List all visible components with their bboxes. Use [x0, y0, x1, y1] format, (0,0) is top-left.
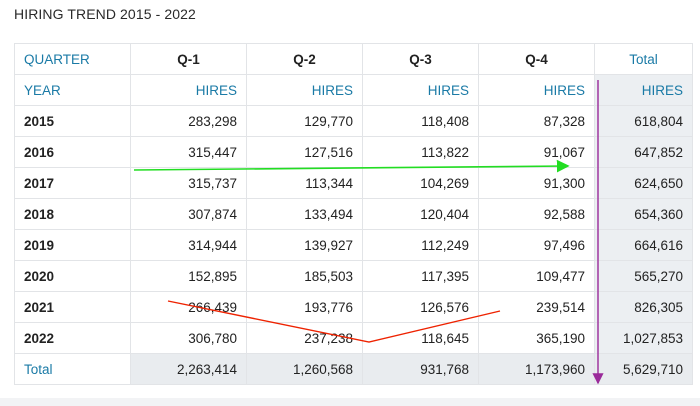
grand-total-row: Total 2,263,414 1,260,568 931,768 1,173,… — [14, 353, 693, 385]
year-cell: 2017 — [14, 167, 131, 199]
table-title: HIRING TREND 2015 - 2022 — [14, 6, 196, 22]
hires-cell-q3: 120,404 — [362, 198, 479, 230]
hires-cell-q4: 365,190 — [478, 322, 595, 354]
grand-total-label: Total — [14, 353, 131, 385]
table-row: 2020 152,895 185,503 117,395 109,477 565,270 — [14, 260, 693, 292]
year-cell: 2022 — [14, 322, 131, 354]
hires-header-total: HIRES — [594, 74, 693, 106]
total-cell-q2: 1,260,568 — [246, 353, 363, 385]
year-cell: 2016 — [14, 136, 131, 168]
hires-cell-total: 654,360 — [594, 198, 693, 230]
measure-header-row: YEAR HIRES HIRES HIRES HIRES HIRES — [14, 74, 693, 106]
hires-cell-q4: 92,588 — [478, 198, 595, 230]
hires-cell-q2: 127,516 — [246, 136, 363, 168]
total-cell-grand: 5,629,710 — [594, 353, 693, 385]
table-row: 2018 307,874 133,494 120,404 92,588 654,360 — [14, 198, 693, 230]
quarter-header-row: QUARTER Q-1 Q-2 Q-3 Q-4 Total — [14, 43, 693, 75]
table-row: 2016 315,447 127,516 113,822 91,067 647,852 — [14, 136, 693, 168]
hires-cell-q2: 133,494 — [246, 198, 363, 230]
year-cell: 2021 — [14, 291, 131, 323]
hires-cell-q4: 109,477 — [478, 260, 595, 292]
hires-cell-q2: 129,770 — [246, 105, 363, 137]
year-cell: 2015 — [14, 105, 131, 137]
hires-cell-q2: 193,776 — [246, 291, 363, 323]
table-row: 2015 283,298 129,770 118,408 87,328 618,804 — [14, 105, 693, 137]
year-cell: 2018 — [14, 198, 131, 230]
hires-cell-q1: 314,944 — [130, 229, 247, 261]
hires-cell-total: 1,027,853 — [594, 322, 693, 354]
quarter-label: QUARTER — [14, 43, 131, 75]
hires-cell-q4: 91,067 — [478, 136, 595, 168]
year-cell: 2019 — [14, 229, 131, 261]
hires-cell-q4: 97,496 — [478, 229, 595, 261]
hires-cell-q3: 113,822 — [362, 136, 479, 168]
hires-cell-q2: 237,238 — [246, 322, 363, 354]
hires-cell-q2: 113,344 — [246, 167, 363, 199]
hires-cell-q1: 307,874 — [130, 198, 247, 230]
total-cell-q3: 931,768 — [362, 353, 479, 385]
hires-cell-total: 664,616 — [594, 229, 693, 261]
hires-cell-q2: 139,927 — [246, 229, 363, 261]
hires-header-q2: HIRES — [246, 74, 363, 106]
hires-cell-q1: 283,298 — [130, 105, 247, 137]
hires-cell-q3: 112,249 — [362, 229, 479, 261]
hires-header-q3: HIRES — [362, 74, 479, 106]
year-cell: 2020 — [14, 260, 131, 292]
quarter-header-q3[interactable]: Q-3 — [362, 43, 479, 75]
hires-cell-q2: 185,503 — [246, 260, 363, 292]
hiring-trend-table: QUARTER Q-1 Q-2 Q-3 Q-4 Total YEAR HIRES… — [14, 43, 693, 385]
hires-cell-q1: 315,447 — [130, 136, 247, 168]
hires-cell-q3: 118,645 — [362, 322, 479, 354]
hires-cell-q4: 87,328 — [478, 105, 595, 137]
quarter-header-q1[interactable]: Q-1 — [130, 43, 247, 75]
hires-cell-q1: 266,439 — [130, 291, 247, 323]
hires-cell-total: 618,804 — [594, 105, 693, 137]
hires-cell-q3: 104,269 — [362, 167, 479, 199]
hires-cell-q3: 117,395 — [362, 260, 479, 292]
hires-cell-total: 647,852 — [594, 136, 693, 168]
hires-cell-total: 565,270 — [594, 260, 693, 292]
year-label: YEAR — [14, 74, 131, 106]
quarter-header-q4[interactable]: Q-4 — [478, 43, 595, 75]
hires-cell-q4: 239,514 — [478, 291, 595, 323]
hires-cell-total: 826,305 — [594, 291, 693, 323]
hires-cell-q3: 126,576 — [362, 291, 479, 323]
hires-cell-q1: 306,780 — [130, 322, 247, 354]
hires-header-q4: HIRES — [478, 74, 595, 106]
hires-cell-q1: 152,895 — [130, 260, 247, 292]
bottom-scroll-edge — [0, 398, 700, 406]
hires-cell-q4: 91,300 — [478, 167, 595, 199]
table-row: 2021 266,439 193,776 126,576 239,514 826,305 — [14, 291, 693, 323]
hires-cell-total: 624,650 — [594, 167, 693, 199]
hires-cell-q3: 118,408 — [362, 105, 479, 137]
hires-cell-q1: 315,737 — [130, 167, 247, 199]
table-row: 2019 314,944 139,927 112,249 97,496 664,616 — [14, 229, 693, 261]
total-cell-q4: 1,173,960 — [478, 353, 595, 385]
total-cell-q1: 2,263,414 — [130, 353, 247, 385]
table-row: 2017 315,737 113,344 104,269 91,300 624,650 — [14, 167, 693, 199]
table-row: 2022 306,780 237,238 118,645 365,190 1,027,85… — [14, 322, 693, 354]
quarter-header-q2[interactable]: Q-2 — [246, 43, 363, 75]
hires-header-q1: HIRES — [130, 74, 247, 106]
total-header[interactable]: Total — [594, 43, 693, 75]
